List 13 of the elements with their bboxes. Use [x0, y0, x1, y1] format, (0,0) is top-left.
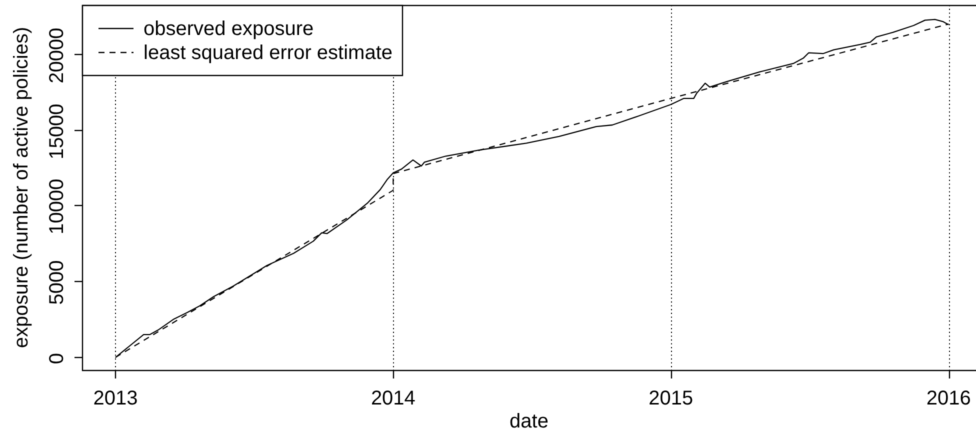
y-tick-label: 0 — [46, 352, 68, 364]
y-tick-label: 5000 — [46, 260, 68, 305]
y-tick-label: 10000 — [46, 178, 68, 234]
y-tick-label: 20000 — [46, 28, 68, 84]
legend-label: observed exposure — [144, 18, 314, 40]
x-tick-label: 2016 — [926, 388, 971, 410]
x-axis-title: date — [510, 410, 548, 433]
legend-label: least squared error estimate — [144, 42, 393, 64]
y-axis-title: exposure (number of active policies) — [10, 26, 33, 348]
x-tick-label: 2013 — [93, 388, 138, 410]
x-tick-label: 2015 — [648, 388, 694, 410]
x-tick-label: 2014 — [370, 388, 416, 410]
y-tick-label: 15000 — [46, 104, 68, 160]
